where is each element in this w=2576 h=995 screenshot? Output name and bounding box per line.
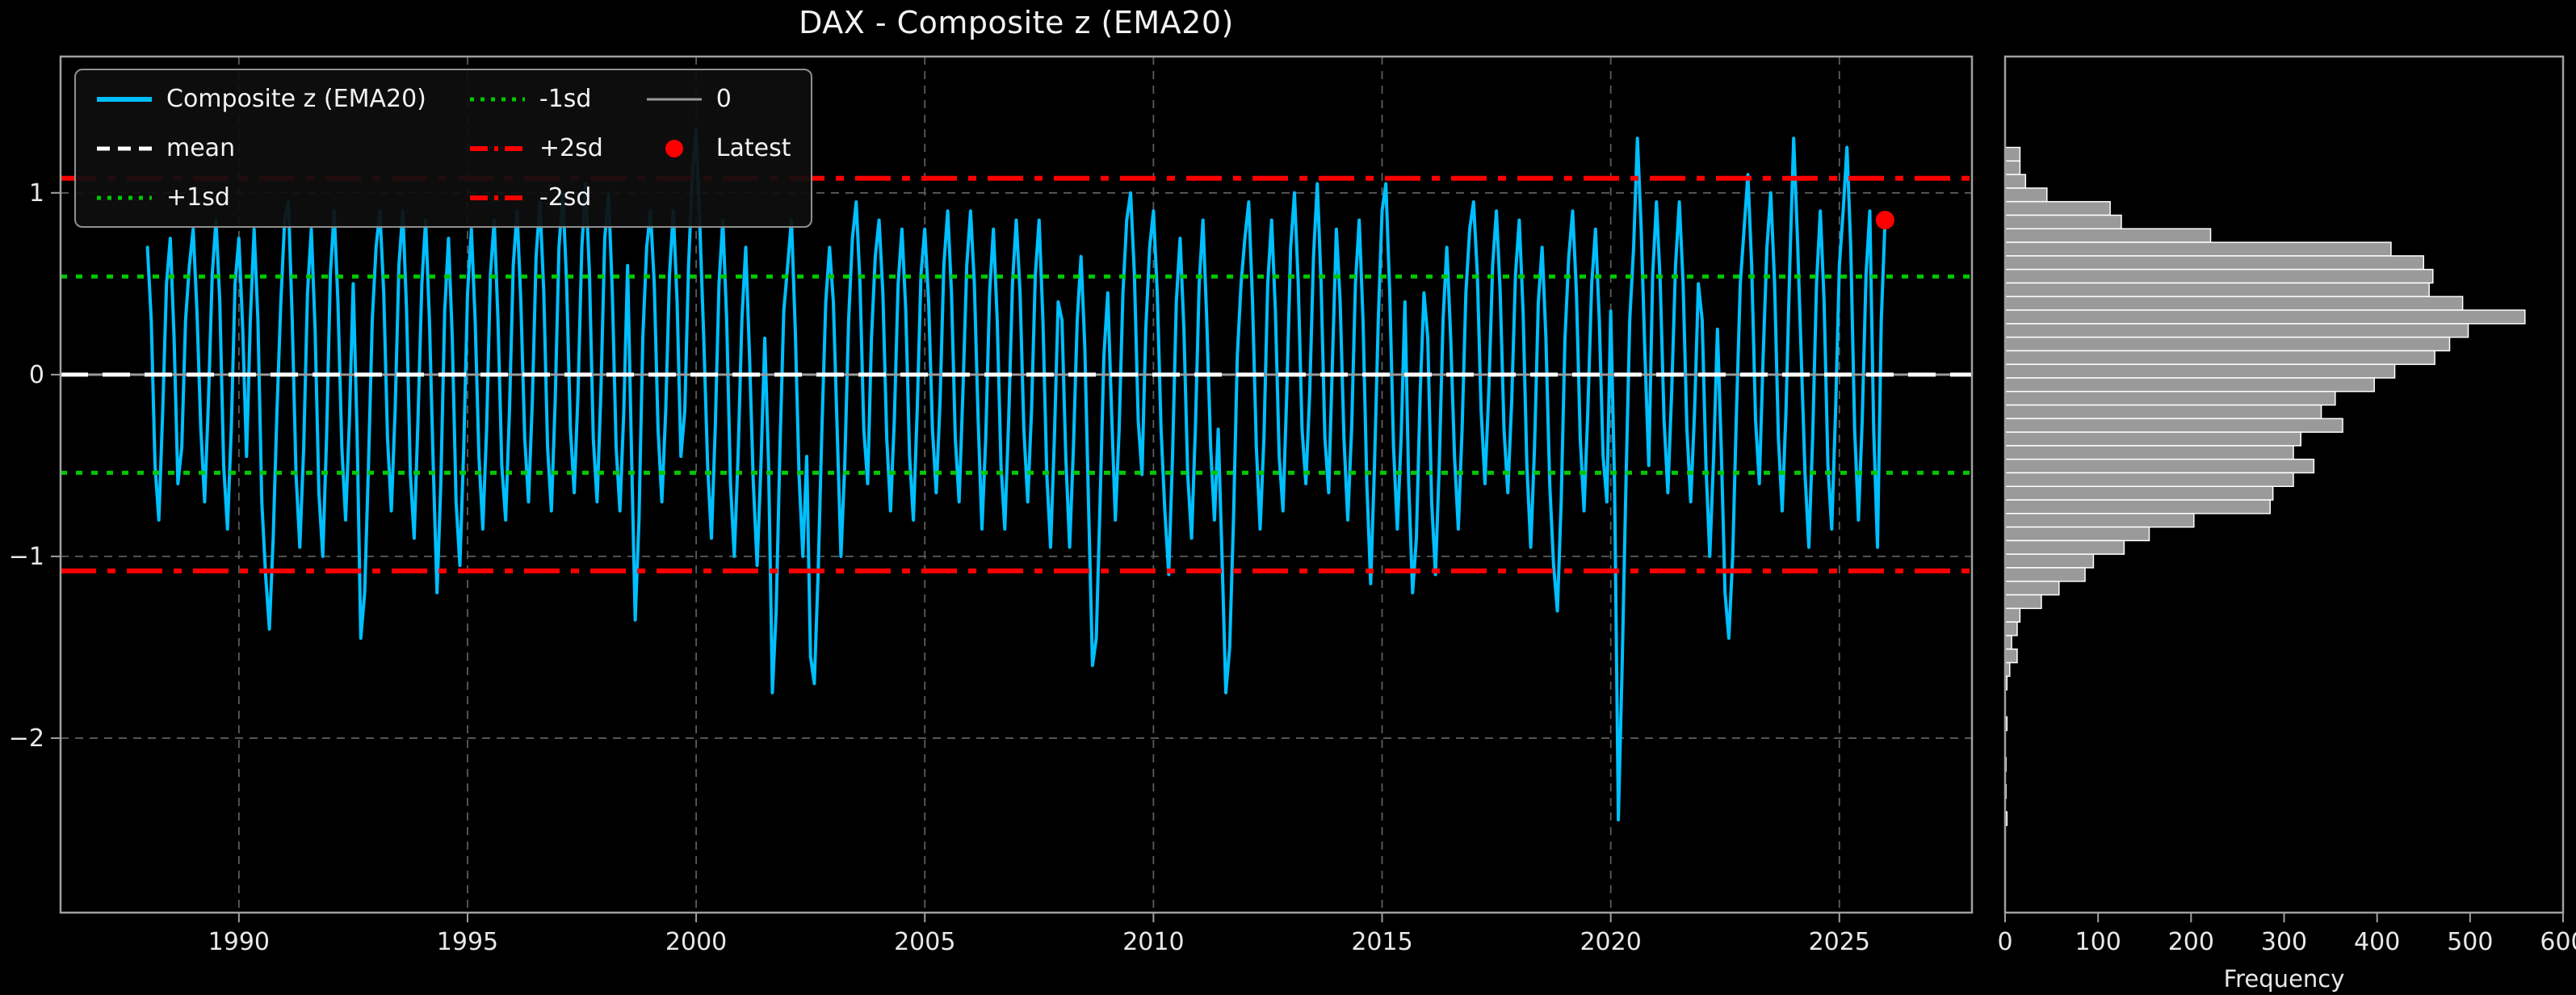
histogram-bar bbox=[2004, 214, 2122, 230]
histogram-bar bbox=[2004, 526, 2150, 542]
frequency-axis-label: Frequency bbox=[2224, 965, 2345, 993]
x-tick-label: 2010 bbox=[1122, 928, 1184, 956]
histogram-bar bbox=[2004, 621, 2018, 636]
legend-column: -1sd +2sd -2sd bbox=[468, 85, 603, 212]
histogram-bar bbox=[2004, 431, 2301, 447]
histogram-bar bbox=[2004, 268, 2434, 284]
histogram-bar bbox=[2004, 567, 2086, 582]
histogram-bar bbox=[2004, 390, 2336, 406]
y-tick-label: −2 bbox=[9, 724, 44, 753]
histogram-bar bbox=[2004, 200, 2111, 216]
legend-line-icon bbox=[97, 96, 152, 102]
histogram-bar bbox=[2004, 363, 2396, 379]
histogram-bar bbox=[2004, 296, 2464, 311]
y-tick-label: 1 bbox=[29, 179, 44, 208]
hist-x-tick-label: 100 bbox=[2075, 928, 2121, 956]
x-tick-label: 2005 bbox=[894, 928, 955, 956]
hist-x-tick-label: 300 bbox=[2261, 928, 2307, 956]
legend-label: +1sd bbox=[166, 183, 230, 212]
histogram-bar bbox=[2004, 418, 2343, 433]
legend-label: Composite z (EMA20) bbox=[166, 85, 426, 113]
histogram-bar bbox=[2004, 160, 2021, 175]
x-tick-label: 1990 bbox=[208, 928, 270, 956]
histogram-bar bbox=[2004, 309, 2526, 325]
legend-entry: -2sd bbox=[468, 183, 603, 212]
legend-line-icon bbox=[469, 145, 525, 151]
legend-label: Latest bbox=[715, 134, 791, 162]
y-tick-label: 0 bbox=[29, 361, 44, 389]
hist-x-tick-label: 0 bbox=[1997, 928, 2012, 956]
hist-x-tick-label: 500 bbox=[2447, 928, 2493, 956]
legend-entry: Latest bbox=[645, 134, 791, 162]
legend-label: -2sd bbox=[539, 183, 592, 212]
legend-line-icon bbox=[469, 195, 525, 200]
legend-column: Composite z (EMA20) mean +1sd bbox=[95, 85, 426, 212]
legend-column: 0 Latest bbox=[645, 85, 791, 162]
histogram-bar bbox=[2004, 377, 2375, 393]
x-tick-label: 2015 bbox=[1351, 928, 1412, 956]
histogram-bar bbox=[2004, 485, 2274, 501]
legend-entry: +1sd bbox=[95, 183, 426, 212]
histogram-bar bbox=[2004, 350, 2435, 365]
legend-label: mean bbox=[166, 134, 236, 162]
histogram-bar bbox=[2004, 472, 2294, 488]
legend-line-icon bbox=[646, 98, 702, 100]
histogram-bar bbox=[2004, 594, 2042, 610]
main-axes-frame bbox=[59, 55, 1974, 914]
histogram-bar bbox=[2004, 336, 2451, 352]
legend-label: +2sd bbox=[539, 134, 603, 162]
x-tick-label: 2025 bbox=[1809, 928, 1870, 956]
histogram-bar bbox=[2004, 513, 2195, 528]
histogram-bar bbox=[2004, 255, 2424, 271]
histogram-bar bbox=[2004, 241, 2392, 257]
series-line bbox=[145, 128, 1887, 822]
histogram-bar bbox=[2004, 581, 2060, 596]
legend-marker-icon bbox=[665, 139, 683, 157]
histogram-bar bbox=[2004, 174, 2027, 189]
y-tick-label: −1 bbox=[9, 543, 44, 571]
legend-line-icon bbox=[97, 195, 152, 199]
histogram-bar bbox=[2004, 458, 2315, 474]
x-tick-label: 1995 bbox=[437, 928, 498, 956]
hist-x-tick-label: 600 bbox=[2540, 928, 2576, 956]
histogram-bar bbox=[2004, 282, 2430, 297]
histogram-bar bbox=[2004, 539, 2125, 555]
histogram-bar bbox=[2004, 607, 2021, 623]
legend-entry: Composite z (EMA20) bbox=[95, 85, 426, 113]
legend-entry: mean bbox=[95, 134, 426, 162]
histogram-bar bbox=[2004, 323, 2469, 338]
histogram-bar bbox=[2004, 499, 2271, 514]
x-tick-label: 2020 bbox=[1580, 928, 1641, 956]
legend: Composite z (EMA20) mean +1sd -1sd +2sd -2sd 0… bbox=[74, 69, 812, 228]
legend-entry: -1sd bbox=[468, 85, 603, 113]
legend-label: -1sd bbox=[539, 85, 592, 113]
legend-line-icon bbox=[469, 97, 525, 101]
legend-entry: +2sd bbox=[468, 134, 603, 162]
x-tick-label: 2000 bbox=[665, 928, 727, 956]
hist-x-tick-label: 200 bbox=[2168, 928, 2214, 956]
latest-point bbox=[1875, 211, 1894, 230]
histogram-bar bbox=[2004, 404, 2322, 420]
histogram-bar bbox=[2004, 648, 2018, 664]
histogram-bar bbox=[2004, 445, 2294, 460]
histogram-bar bbox=[2004, 187, 2048, 203]
hist-x-tick-label: 400 bbox=[2354, 928, 2400, 956]
legend-label: 0 bbox=[715, 85, 732, 113]
legend-entry: 0 bbox=[645, 85, 791, 113]
histogram-bar bbox=[2004, 146, 2021, 162]
histogram-bar bbox=[2004, 553, 2095, 569]
legend-line-icon bbox=[97, 146, 152, 150]
chart-title: DAX - Composite z (EMA20) bbox=[799, 5, 1234, 40]
histogram-bar bbox=[2004, 228, 2212, 243]
